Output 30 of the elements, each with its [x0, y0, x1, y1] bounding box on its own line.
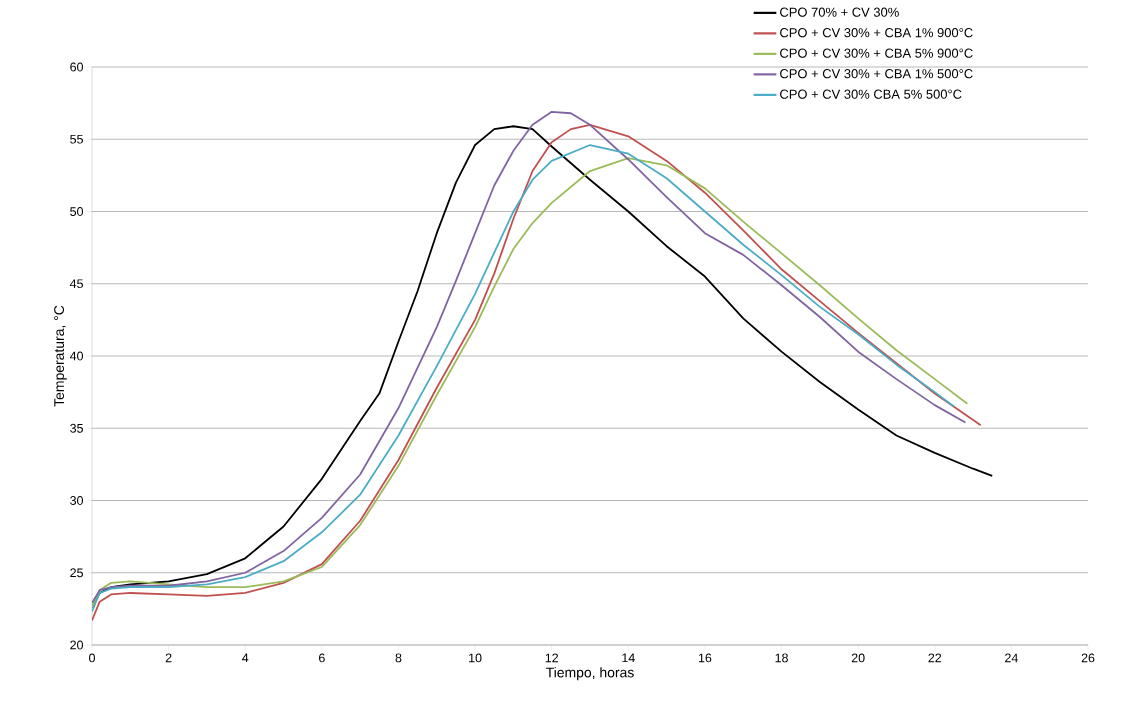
- legend-label: CPO + CV 30% + CBA 5% 900°C: [780, 48, 973, 58]
- x-tick-label: 4: [242, 653, 249, 663]
- x-tick-label: 18: [775, 653, 788, 663]
- x-tick-label: 16: [698, 653, 712, 663]
- x-axis-title: Tiempo, horas: [546, 667, 634, 681]
- legend-label: CPO + CV 30% CBA 5% 500°C: [780, 89, 962, 99]
- legend-label: CPO + CV 30% + CBA 1% 500°C: [780, 69, 973, 79]
- x-tick-label: 6: [319, 653, 325, 663]
- x-tick-label: 2: [165, 653, 172, 663]
- y-tick-label: 25: [70, 568, 83, 578]
- y-tick-label: 60: [70, 62, 84, 72]
- y-tick-label: 55: [70, 134, 83, 144]
- x-tick-label: 24: [1005, 653, 1018, 663]
- x-tick-label: 8: [395, 653, 402, 663]
- y-tick-label: 40: [69, 351, 84, 361]
- y-tick-label: 35: [70, 423, 83, 433]
- y-axis-title: Temperatura, °C: [54, 305, 67, 407]
- x-tick-label: 22: [928, 653, 942, 663]
- x-tick-label: 0: [89, 653, 95, 663]
- y-tick-label: 30: [70, 496, 84, 505]
- x-tick-label: 20: [851, 653, 865, 663]
- x-tick-label: 14: [622, 653, 635, 663]
- x-tick-label: 10: [469, 653, 482, 663]
- y-tick-label: 20: [70, 640, 84, 650]
- x-tick-label: 12: [545, 653, 558, 663]
- x-tick-label: 26: [1081, 653, 1095, 663]
- y-tick-label: 50: [70, 207, 84, 216]
- legend-label: CPO + CV 30% + CBA 1% 900°C: [780, 28, 973, 38]
- legend-label: CPO 70% + CV 30%: [780, 7, 899, 17]
- y-tick-label: 45: [69, 279, 83, 289]
